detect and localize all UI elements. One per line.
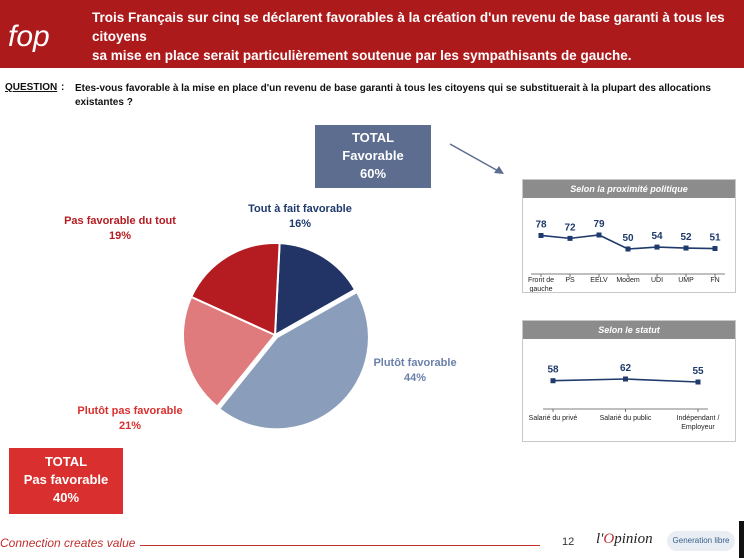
data-point-1	[567, 235, 573, 241]
x-tick-label-1: PS	[565, 277, 575, 284]
x-tick-label-0: Salarié du privé	[529, 415, 578, 422]
arrow-icon	[449, 143, 504, 174]
slice-label-plutot-favorable: Plutôt favorable 44%	[360, 356, 470, 386]
page-number: 12	[562, 536, 575, 548]
pie-chart	[182, 242, 370, 431]
panel-political-proximity: Selon la proximité politique 78 72 79 50 54 5…	[522, 179, 736, 293]
data-label-5: 52	[680, 232, 692, 243]
data-point-6	[712, 246, 718, 252]
x-tick-label-2: EELV	[590, 277, 608, 284]
total-favorable-line3: 60%	[359, 166, 387, 181]
total-unfavorable-line1: TOTAL	[44, 454, 88, 469]
lopinion-prefix: l'	[596, 531, 604, 547]
question-label: QUESTION	[5, 82, 58, 93]
ifop-logo: fop	[8, 20, 50, 53]
data-point-0	[550, 378, 556, 384]
lopinion-rest: pinion	[614, 531, 653, 547]
data-point-1	[623, 376, 628, 382]
total-unfavorable-box: TOTAL Pas favorable 40%	[9, 448, 123, 514]
slice-label-plutot-pas-value: 21%	[118, 420, 142, 432]
x-tick-label-3: Modem	[616, 277, 640, 284]
lopinion-logo: l'Opinion	[596, 531, 653, 548]
data-point-5	[683, 245, 689, 251]
x-tick-label-6: FN	[710, 277, 719, 284]
panel-status-title: Selon le statut	[523, 321, 735, 339]
corner-mark	[739, 521, 744, 558]
panel-status: Selon le statut 58 62 55 Salarié du privé Sa…	[522, 320, 736, 442]
slice-label-tout-a-fait-value: 16%	[288, 218, 312, 230]
data-point-3	[625, 246, 631, 252]
slice-label-pas-du-tout-value: 19%	[108, 230, 132, 242]
data-label-0: 58	[547, 365, 559, 376]
data-label-1: 72	[564, 222, 576, 233]
line-chart-status: 58 62 55 Salarié du privé Salarié du public I…	[529, 363, 720, 431]
footer-tagline: Connection creates value	[0, 536, 136, 550]
pie-slice-3	[189, 242, 281, 337]
data-label-0: 78	[535, 219, 547, 230]
data-point-2	[596, 232, 602, 238]
lopinion-o: O	[603, 531, 615, 547]
data-point-2	[695, 379, 701, 385]
question-colon: :	[61, 82, 65, 93]
data-label-2: 55	[692, 366, 704, 377]
slice-label-tout-a-fait: Tout à fait favorable 16%	[230, 202, 370, 232]
x-tick-label-4: UDI	[651, 277, 663, 284]
x-tick-label-2: Indépendant / Employeur	[677, 415, 720, 431]
slice-label-pas-du-tout-name: Pas favorable du tout	[64, 215, 176, 227]
x-tick-label-5: UMP	[678, 277, 694, 284]
data-label-4: 54	[651, 231, 663, 242]
total-favorable-line2: Favorable	[342, 148, 404, 163]
line-chart-political: 78 72 79 50 54 52 51 Front de gauche PS EELV Modem U…	[528, 219, 725, 292]
pie-slice-2	[182, 295, 277, 409]
data-point-0	[538, 232, 544, 238]
slice-label-tout-a-fait-name: Tout à fait favorable	[248, 203, 352, 215]
page-title: Trois Français sur cinq se déclarent fav…	[92, 10, 725, 63]
slice-label-plutot-pas: Plutôt pas favorable 21%	[60, 404, 200, 434]
slice-label-plutot-favorable-value: 44%	[403, 372, 427, 384]
slice-label-plutot-favorable-name: Plutôt favorable	[373, 357, 457, 369]
data-point-4	[654, 244, 660, 250]
header-banner: fop Trois Français sur cinq se déclarent…	[0, 0, 744, 68]
total-favorable-line1: TOTAL	[351, 130, 395, 145]
pie-slice-0	[273, 242, 357, 337]
data-label-3: 50	[622, 233, 634, 244]
generation-libre-logo: Generation libre	[667, 531, 735, 551]
pie-slice-1	[217, 290, 370, 431]
slice-label-plutot-pas-name: Plutôt pas favorable	[77, 405, 183, 417]
data-label-2: 79	[593, 219, 605, 230]
question-text: Etes-vous favorable à la mise en place d…	[75, 83, 711, 108]
total-unfavorable-line3: 40%	[52, 490, 80, 505]
footer-divider	[140, 545, 540, 546]
slice-label-pas-du-tout: Pas favorable du tout 19%	[50, 214, 190, 244]
x-tick-label-0: Front de gauche	[528, 277, 554, 292]
data-label-1: 62	[620, 363, 632, 374]
logo-text: fop	[8, 20, 50, 53]
total-unfavorable-line2: Pas favorable	[23, 472, 109, 487]
panel-political-title: Selon la proximité politique	[523, 180, 735, 198]
total-favorable-box: TOTAL Favorable 60%	[315, 125, 431, 188]
data-label-6: 51	[709, 233, 721, 244]
x-tick-label-1: Salarié du public	[600, 415, 652, 422]
